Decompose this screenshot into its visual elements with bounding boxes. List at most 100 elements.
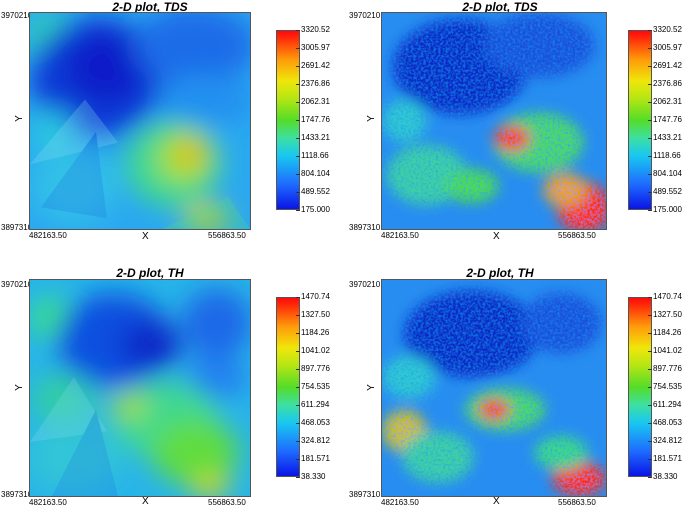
colorbar-tick-mark xyxy=(648,315,652,316)
x-axis-label: X xyxy=(142,496,149,507)
colorbar-tick-mark xyxy=(296,84,300,85)
chart-title: 2-D plot, TH xyxy=(466,266,534,280)
colorbar-tick-label: 2691.42 xyxy=(653,61,682,70)
colorbar-tick-mark xyxy=(296,459,300,460)
colorbar-tick-mark xyxy=(648,405,652,406)
colorbar-tick-label: 1433.21 xyxy=(301,133,330,142)
colorbar-tick-mark xyxy=(648,174,652,175)
colorbar-tick-label: 3320.52 xyxy=(301,25,330,34)
x-max-label: 556863.50 xyxy=(208,498,246,507)
colorbar-tick-label: 324.812 xyxy=(301,436,330,445)
colorbar-tick-mark xyxy=(296,120,300,121)
y-min-label: 3897310 xyxy=(1,490,33,499)
colorbar-tick-mark xyxy=(648,192,652,193)
colorbar-tick-mark xyxy=(648,84,652,85)
x-min-label: 482163.50 xyxy=(381,498,419,507)
colorbar-tick-label: 2062.31 xyxy=(653,97,682,106)
colorbar-tick-mark xyxy=(296,174,300,175)
colorbar-tick-mark xyxy=(648,102,652,103)
colorbar-tick-label: 181.571 xyxy=(301,454,330,463)
colorbar-tick-mark xyxy=(296,156,300,157)
colorbar-tick-mark xyxy=(648,138,652,139)
heatmap-plot xyxy=(29,12,251,230)
colorbar-tick-label: 2376.86 xyxy=(301,79,330,88)
colorbar-tick-mark xyxy=(296,66,300,67)
colorbar-tick-mark xyxy=(296,315,300,316)
y-min-label: 3897310 xyxy=(349,490,381,499)
colorbar-tick-label: 2062.31 xyxy=(301,97,330,106)
heatmap-plot xyxy=(381,279,607,497)
x-axis-label: X xyxy=(493,496,500,507)
colorbar-tick-label: 489.552 xyxy=(301,187,330,196)
colorbar-tick-label: 181.571 xyxy=(653,454,682,463)
colorbar-tick-mark xyxy=(648,30,652,31)
x-min-label: 482163.50 xyxy=(29,231,67,240)
colorbar-tick-label: 1433.21 xyxy=(653,133,682,142)
colorbar-tick-mark xyxy=(648,459,652,460)
colorbar-tick-label: 1118.66 xyxy=(301,151,329,160)
y-axis-label: Y xyxy=(13,384,25,391)
colorbar-tick-label: 1041.02 xyxy=(653,346,682,355)
colorbar-tick-mark xyxy=(296,477,300,478)
colorbar-tick-mark xyxy=(296,369,300,370)
colorbar-tick-label: 2691.42 xyxy=(301,61,330,70)
colorbar-tick-mark xyxy=(648,477,652,478)
colorbar-tick-label: 1470.74 xyxy=(653,292,682,301)
chart-title: 2-D plot, TDS xyxy=(112,0,188,14)
y-axis-label: Y xyxy=(365,384,377,391)
colorbar-tick-mark xyxy=(648,210,652,211)
y-min-label: 3897310 xyxy=(349,223,381,232)
y-max-label: 3970210 xyxy=(1,11,33,20)
heatmap-plot xyxy=(381,12,607,230)
colorbar-tick-label: 754.535 xyxy=(653,382,682,391)
heatmap-surface xyxy=(30,13,250,229)
x-min-label: 482163.50 xyxy=(381,231,419,240)
colorbar-tick-mark xyxy=(296,297,300,298)
colorbar-tick-mark xyxy=(296,387,300,388)
x-max-label: 556863.50 xyxy=(208,231,246,240)
x-min-label: 482163.50 xyxy=(29,498,67,507)
colorbar-tick-mark xyxy=(296,30,300,31)
colorbar-tick-mark xyxy=(648,120,652,121)
y-max-label: 3970210 xyxy=(349,11,381,20)
colorbar-tick-mark xyxy=(296,210,300,211)
colorbar-tick-mark xyxy=(296,405,300,406)
colorbar-tick-label: 611.294 xyxy=(653,400,682,409)
colorbar-tick-mark xyxy=(296,333,300,334)
colorbar-tick-mark xyxy=(296,423,300,424)
colorbar-tick-label: 3005.97 xyxy=(301,43,330,52)
colorbar-tick-mark xyxy=(648,156,652,157)
colorbar-tick-label: 175.000 xyxy=(653,205,682,214)
y-axis-label: Y xyxy=(13,115,25,122)
colorbar-tick-label: 2376.86 xyxy=(653,79,682,88)
colorbar-tick-label: 324.812 xyxy=(653,436,682,445)
colorbar-tick-mark xyxy=(296,351,300,352)
colorbar-tick-label: 175.000 xyxy=(301,205,330,214)
colorbar-tick-mark xyxy=(648,369,652,370)
colorbar-tick-label: 468.053 xyxy=(301,418,330,427)
colorbar-tick-label: 1470.74 xyxy=(301,292,330,301)
heatmap-surface xyxy=(30,280,250,496)
colorbar-tick-label: 1184.26 xyxy=(653,328,682,337)
colorbar-tick-label: 804.104 xyxy=(653,169,682,178)
y-max-label: 3970210 xyxy=(1,280,33,289)
colorbar-tick-mark xyxy=(296,138,300,139)
chart-title: 2-D plot, TH xyxy=(116,266,184,280)
colorbar-tick-mark xyxy=(648,66,652,67)
colorbar-tick-mark xyxy=(648,387,652,388)
y-max-label: 3970210 xyxy=(349,280,381,289)
colorbar-tick-label: 1184.26 xyxy=(301,328,330,337)
colorbar-tick-mark xyxy=(648,48,652,49)
heatmap-plot xyxy=(29,279,251,497)
colorbar-tick-label: 611.294 xyxy=(301,400,330,409)
colorbar xyxy=(276,30,300,210)
colorbar-tick-label: 38.330 xyxy=(301,472,326,481)
colorbar-tick-label: 38.330 xyxy=(653,472,678,481)
colorbar-tick-label: 3320.52 xyxy=(653,25,682,34)
x-max-label: 556863.50 xyxy=(558,498,596,507)
colorbar-tick-mark xyxy=(648,333,652,334)
colorbar-tick-mark xyxy=(648,297,652,298)
colorbar-tick-label: 1747.76 xyxy=(301,115,330,124)
colorbar-tick-mark xyxy=(296,102,300,103)
colorbar-tick-mark xyxy=(296,48,300,49)
